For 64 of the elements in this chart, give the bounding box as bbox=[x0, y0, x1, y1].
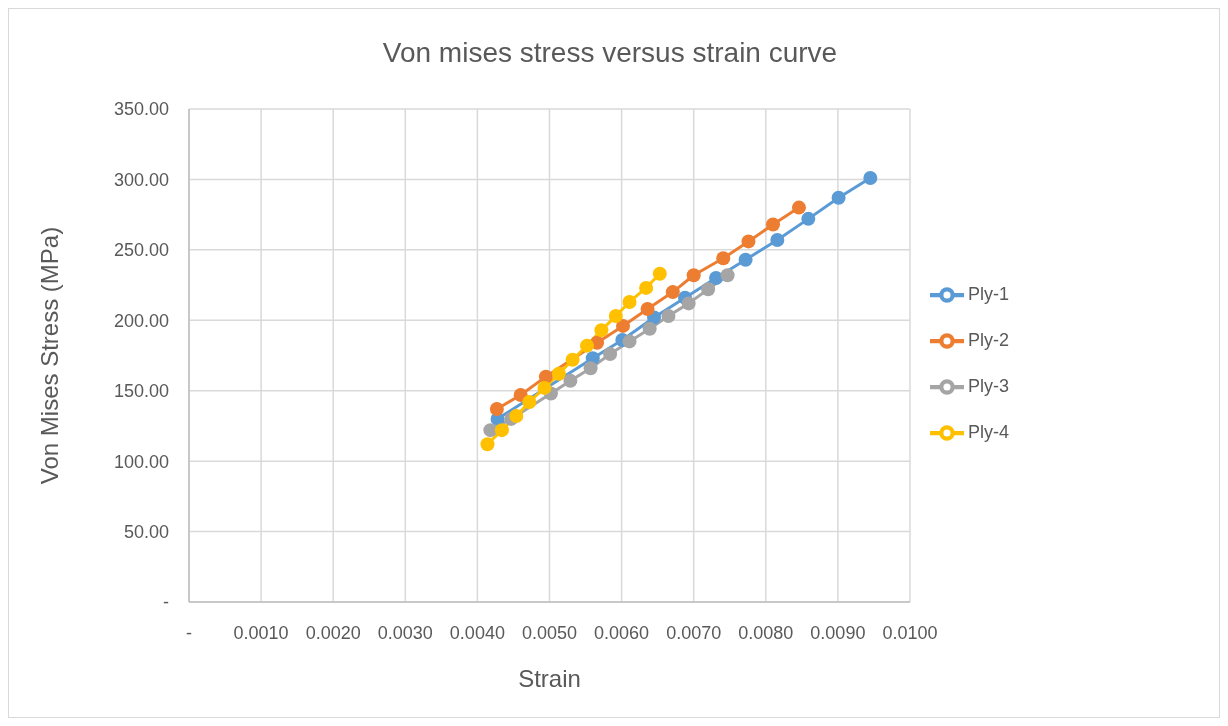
legend-label: Ply-4 bbox=[967, 422, 1009, 442]
point bbox=[583, 361, 598, 376]
point bbox=[791, 200, 806, 215]
point bbox=[622, 334, 637, 349]
point bbox=[766, 217, 780, 232]
point bbox=[551, 366, 566, 381]
point bbox=[716, 251, 731, 266]
point bbox=[594, 323, 609, 338]
point bbox=[738, 252, 753, 267]
legend-label: Ply-3 bbox=[967, 376, 1009, 396]
x-tick-label: 0.0100 bbox=[882, 622, 938, 643]
x-axis-title: Strain bbox=[518, 665, 581, 692]
point bbox=[509, 409, 524, 424]
point bbox=[608, 309, 623, 324]
point bbox=[603, 347, 618, 362]
point bbox=[565, 352, 580, 367]
point bbox=[579, 338, 594, 353]
y-axis-title: Von Mises Stress (MPa) bbox=[35, 226, 63, 485]
x-tick-label: 0.0010 bbox=[233, 622, 289, 643]
legend-label: Ply-1 bbox=[967, 284, 1009, 304]
y-tick-label: 100.00 bbox=[113, 451, 169, 472]
point bbox=[686, 268, 701, 283]
point bbox=[537, 380, 552, 395]
point bbox=[622, 294, 637, 309]
point bbox=[863, 171, 878, 186]
point bbox=[640, 302, 655, 317]
point bbox=[639, 280, 654, 295]
x-tick-label: 0.0070 bbox=[666, 622, 722, 643]
point bbox=[616, 318, 631, 333]
point bbox=[709, 271, 724, 286]
point bbox=[642, 321, 657, 336]
legend-label: Ply-2 bbox=[967, 330, 1009, 350]
x-tick-label: 0.0090 bbox=[810, 622, 866, 643]
y-tick-label: 250.00 bbox=[113, 240, 169, 261]
point bbox=[522, 394, 537, 409]
y-tick-label: 200.00 bbox=[113, 310, 169, 331]
x-tick-label: 0.0020 bbox=[305, 622, 361, 643]
chart-title: Von mises stress versus strain curve bbox=[381, 37, 839, 69]
y-tick-label: 350.00 bbox=[113, 99, 169, 120]
point bbox=[494, 423, 509, 438]
point bbox=[652, 266, 667, 281]
point bbox=[480, 437, 495, 452]
point bbox=[563, 373, 578, 388]
y-tick-label: 150.00 bbox=[113, 381, 169, 402]
x-tick-label: 0.0080 bbox=[738, 622, 794, 643]
point bbox=[770, 233, 785, 247]
x-tick-label: 0.0040 bbox=[449, 622, 505, 643]
point bbox=[701, 282, 716, 297]
y-tick-label: - bbox=[163, 592, 169, 613]
point bbox=[489, 402, 504, 417]
point bbox=[483, 423, 498, 438]
x-tick-label: 0.0030 bbox=[377, 622, 433, 643]
point bbox=[661, 309, 676, 324]
x-tick-label: - bbox=[186, 622, 192, 643]
point bbox=[801, 211, 816, 226]
y-tick-label: 50.00 bbox=[123, 521, 169, 542]
point bbox=[720, 268, 735, 283]
y-tick-label: 300.00 bbox=[113, 169, 169, 190]
x-tick-label: 0.0060 bbox=[594, 622, 650, 643]
point bbox=[681, 296, 696, 311]
point bbox=[831, 190, 846, 205]
point bbox=[665, 285, 680, 300]
x-tick-label: 0.0050 bbox=[521, 622, 578, 643]
point bbox=[741, 234, 756, 249]
